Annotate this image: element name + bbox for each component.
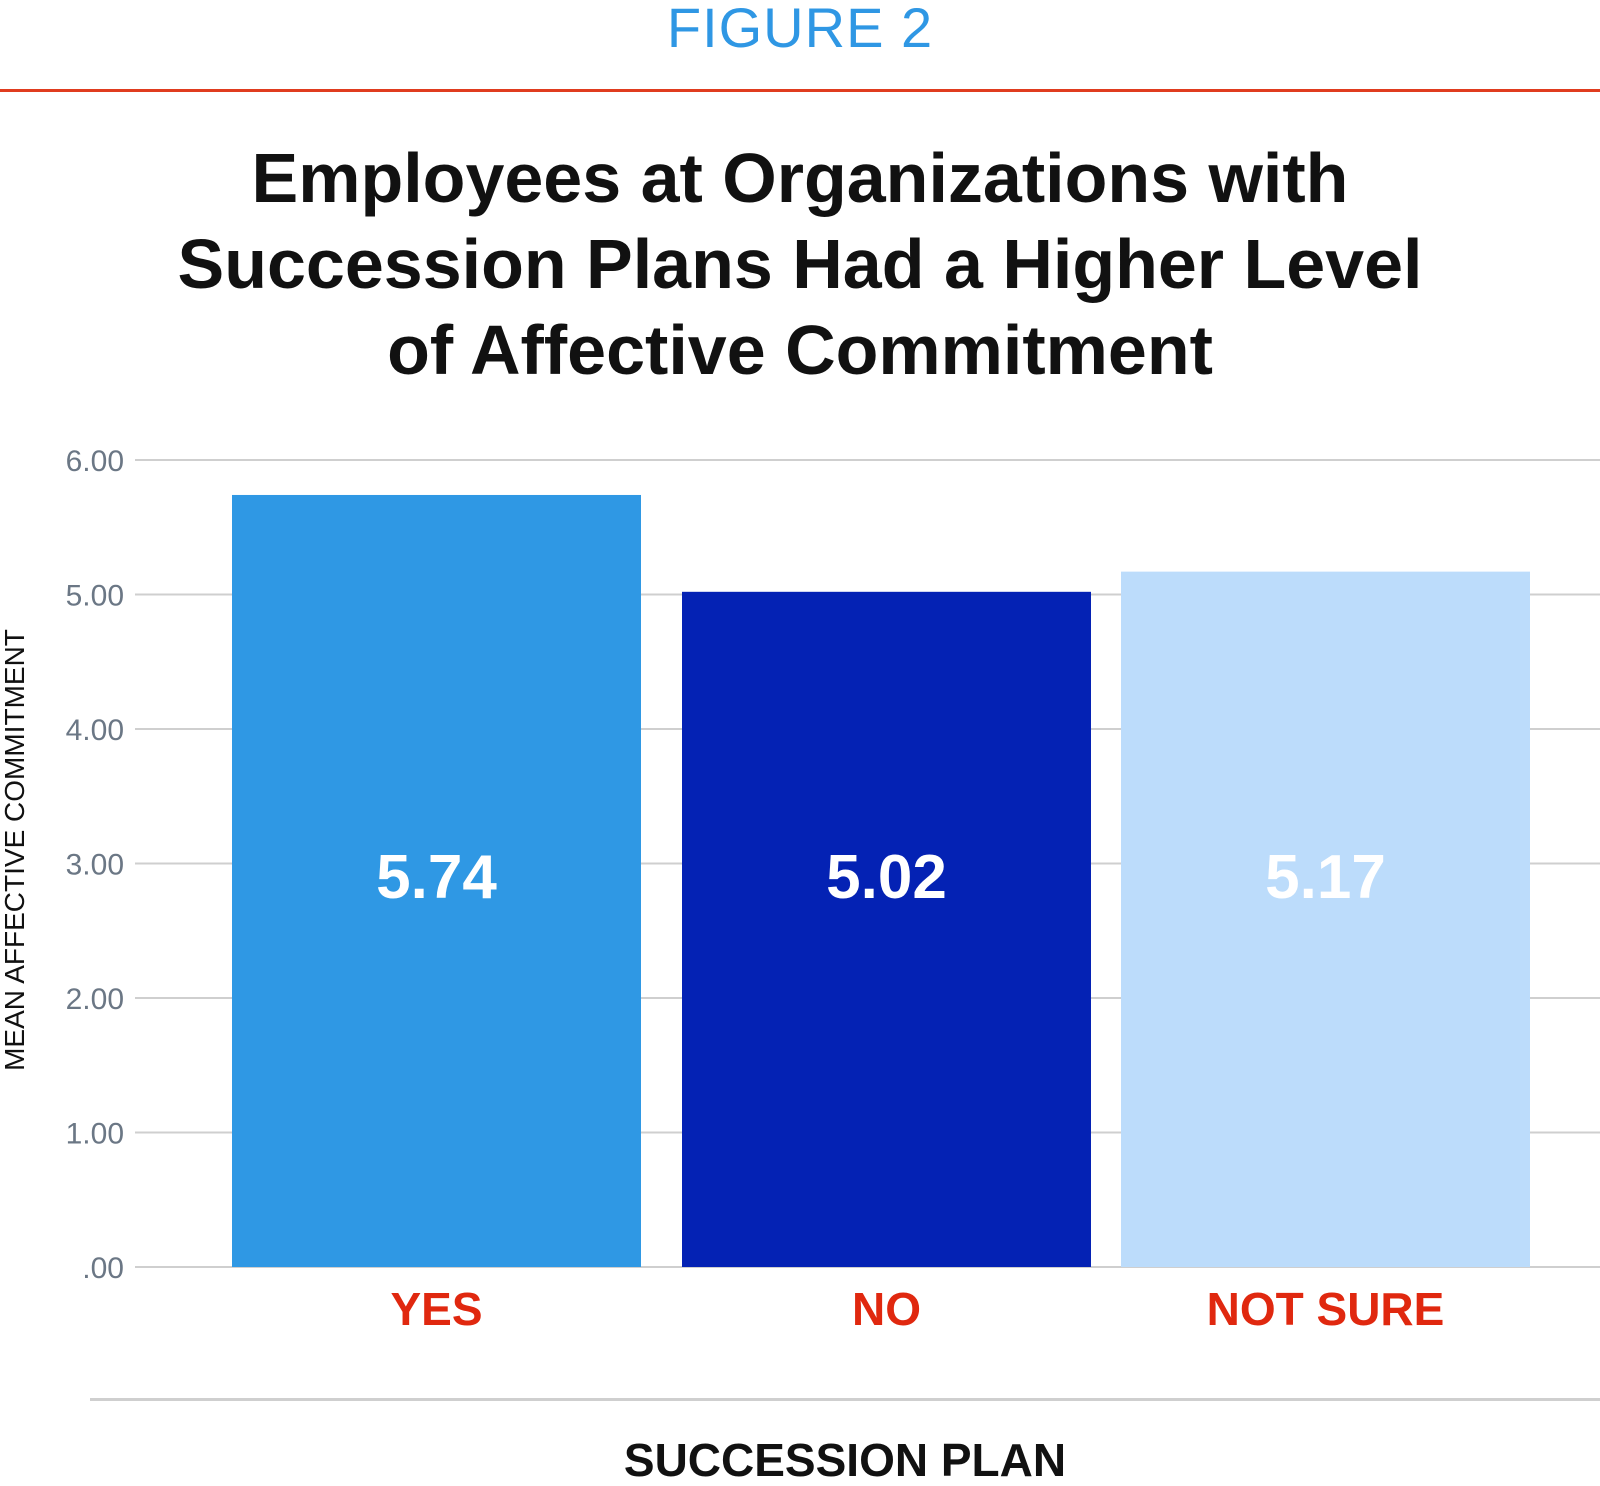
bar-yes <box>232 494 641 1268</box>
chart-title-line-3: of Affective Commitment <box>387 311 1213 389</box>
bottom-divider <box>90 1398 1600 1401</box>
y-tick-label: 3.00 <box>66 849 124 882</box>
bar-not-sure <box>1121 571 1530 1267</box>
bar-chart: .00 1.00 2.00 3.00 4.00 5.00 6.00 5.74 5.02 5.17… <box>0 445 1600 1335</box>
y-tick-label: .00 <box>82 1252 124 1285</box>
category-label: NOT SURE <box>1207 1283 1445 1335</box>
top-divider <box>0 89 1600 92</box>
chart-title-line-1: Employees at Organizations with <box>251 139 1349 217</box>
chart-title-line-2: Succession Plans Had a Higher Level <box>177 225 1423 303</box>
bars <box>232 494 1530 1268</box>
bar-no <box>682 591 1091 1267</box>
figure-label: FIGURE 2 <box>666 0 934 59</box>
bar-value-labels: 5.74 5.02 5.17 <box>376 843 1386 912</box>
y-tick-label: 4.00 <box>66 714 124 747</box>
y-axis-label: MEAN AFFECTIVE COMMITMENT <box>0 629 30 1071</box>
bar-value-label: 5.74 <box>376 843 497 912</box>
chart-title: Employees at Organizations with Successi… <box>100 135 1500 393</box>
y-tick-label: 2.00 <box>66 983 124 1016</box>
category-label: NO <box>852 1283 921 1335</box>
y-axis-ticks: .00 1.00 2.00 3.00 4.00 5.00 6.00 <box>66 445 124 1285</box>
y-tick-label: 1.00 <box>66 1118 124 1151</box>
category-label: YES <box>390 1283 482 1335</box>
y-tick-label: 5.00 <box>66 580 124 613</box>
category-labels: YES NO NOT SURE <box>390 1283 1444 1335</box>
bar-value-label: 5.02 <box>826 843 947 912</box>
bar-value-label: 5.17 <box>1265 843 1386 912</box>
y-tick-label: 6.00 <box>66 445 124 478</box>
x-axis-label: SUCCESSION PLAN <box>623 1434 1067 1486</box>
